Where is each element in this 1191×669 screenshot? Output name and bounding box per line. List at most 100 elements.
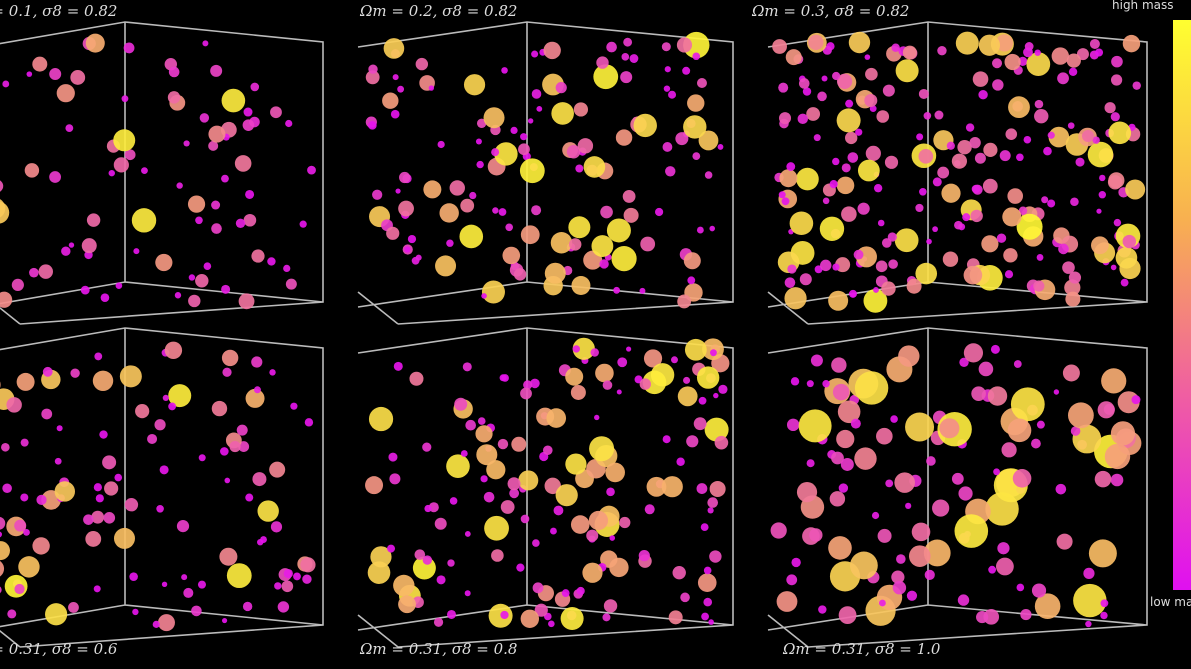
- particle: [532, 582, 544, 594]
- particle: [978, 34, 1001, 56]
- particle: [1096, 208, 1102, 214]
- particle: [902, 45, 917, 60]
- particle: [1058, 243, 1069, 255]
- particle: [709, 225, 716, 232]
- particle: [954, 514, 989, 548]
- particle: [620, 71, 633, 84]
- particle: [1048, 126, 1070, 148]
- particle: [709, 480, 726, 497]
- particle: [439, 203, 459, 223]
- particle: [414, 549, 426, 560]
- particle: [502, 246, 521, 265]
- particle: [841, 163, 851, 173]
- particle: [828, 290, 849, 311]
- box-frame: [0, 327, 324, 648]
- particle: [1067, 122, 1075, 129]
- particle: [500, 610, 509, 620]
- particle: [1016, 583, 1025, 592]
- particle: [661, 476, 683, 498]
- particle: [700, 523, 709, 532]
- particle: [520, 225, 540, 245]
- particle: [36, 494, 47, 505]
- particle: [491, 549, 504, 562]
- particle: [550, 232, 573, 254]
- particle: [698, 130, 719, 151]
- particle: [0, 516, 6, 530]
- particle: [778, 191, 786, 199]
- particle: [234, 155, 252, 172]
- particle: [56, 84, 75, 103]
- particle: [1085, 620, 1092, 628]
- particle: [572, 345, 580, 353]
- particle: [853, 249, 864, 260]
- particle: [941, 183, 961, 203]
- particle: [29, 267, 39, 278]
- particle: [854, 447, 877, 470]
- particle: [1023, 135, 1032, 144]
- particle: [464, 590, 471, 597]
- particle: [1051, 47, 1069, 65]
- particle: [786, 574, 798, 586]
- particle: [808, 34, 824, 51]
- particle: [11, 278, 24, 291]
- particle: [449, 497, 458, 505]
- particle: [692, 52, 701, 61]
- box-frame: [767, 327, 1148, 648]
- particle: [820, 259, 832, 272]
- particle: [1010, 387, 1045, 422]
- particle: [85, 531, 102, 547]
- panels: Ωm = 0.1, σ8 = 0.82 Ωm = 0.2, σ8 = 0.82 Ωm…: [0, 2, 1148, 658]
- particle: [784, 287, 807, 310]
- particle: [446, 239, 454, 247]
- particle: [307, 165, 316, 175]
- particle: [510, 126, 518, 135]
- particle: [269, 369, 276, 376]
- particle: [697, 573, 717, 592]
- particle: [191, 605, 202, 617]
- particle: [500, 500, 515, 514]
- particle: [643, 349, 663, 368]
- particle: [161, 581, 168, 587]
- particle: [995, 34, 1014, 52]
- particle: [1062, 261, 1075, 274]
- particle: [789, 211, 814, 236]
- particle: [797, 113, 808, 125]
- particle: [971, 386, 986, 401]
- particle: [454, 397, 468, 411]
- particle: [664, 66, 671, 73]
- particle: [235, 218, 246, 228]
- particle: [937, 45, 947, 56]
- particle: [188, 274, 196, 281]
- particle: [954, 220, 963, 230]
- particle: [895, 59, 919, 83]
- particle: [661, 42, 671, 52]
- particle: [167, 91, 181, 104]
- particle: [446, 609, 456, 619]
- particle: [906, 278, 922, 294]
- particle: [622, 190, 636, 203]
- particle: [1002, 207, 1022, 227]
- particle: [242, 601, 253, 612]
- particle: [779, 169, 798, 188]
- particle: [560, 607, 584, 631]
- particle: [958, 486, 973, 501]
- particle: [969, 136, 981, 149]
- particle: [981, 235, 999, 253]
- particle: [810, 354, 823, 367]
- particle: [483, 107, 505, 129]
- particle: [838, 606, 857, 624]
- particle: [513, 268, 527, 281]
- particle: [629, 54, 639, 63]
- particle: [1066, 53, 1081, 68]
- particle: [1070, 426, 1081, 436]
- particle: [1020, 608, 1032, 621]
- particle: [80, 285, 90, 295]
- particle: [407, 234, 417, 244]
- particle: [963, 265, 983, 285]
- particle: [939, 418, 960, 439]
- particle: [865, 67, 878, 81]
- particle: [1026, 52, 1051, 77]
- particle: [693, 417, 707, 431]
- particle: [1111, 55, 1123, 68]
- particle: [806, 107, 821, 121]
